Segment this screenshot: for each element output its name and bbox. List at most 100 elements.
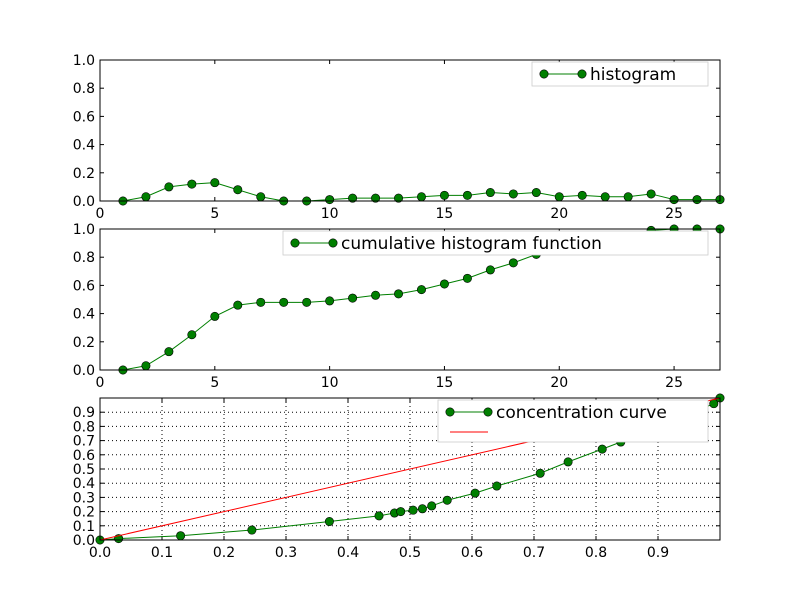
y-tick-label: 0.0: [73, 363, 95, 379]
data-point: [233, 185, 243, 195]
x-tick-label: 20: [550, 375, 568, 391]
legend-marker: [539, 69, 549, 79]
data-point: [187, 330, 197, 340]
data-point: [427, 501, 437, 511]
chart-panel-3: 0.0 0.1 0.2 0.3 0.4 0.5 0.6 0.7 0.8 0.90.00.10.20…: [73, 393, 725, 561]
x-tick-label: 0.9: [647, 545, 669, 561]
y-tick-label: 0.8: [73, 419, 95, 435]
x-tick-label: 0.0: [89, 545, 111, 561]
y-tick-label: 0.5: [73, 462, 95, 478]
data-point: [141, 361, 151, 371]
x-tick-label: 10: [321, 375, 339, 391]
x-tick-label: 0.2: [213, 545, 235, 561]
axes-frame: [99, 59, 721, 202]
y-tick-label: 0.2: [73, 335, 95, 351]
x-tick-label: 0.3: [275, 545, 297, 561]
axes-frame: [99, 228, 721, 371]
data-point: [176, 531, 186, 541]
data-point: [416, 192, 426, 202]
data-point: [554, 192, 564, 202]
y-tick-label: 0.8: [73, 81, 95, 97]
legend-label: cumulative histogram function: [341, 234, 602, 254]
data-point: [485, 265, 495, 275]
data-point: [394, 289, 404, 299]
data-point: [187, 179, 197, 189]
legend: histogram: [531, 61, 709, 87]
chart-panel-2: 0 5 10 15 20 25 0.0 0.2 0.4 0.6 0.8 1.0 cumulative h…: [73, 222, 725, 391]
legend-label: concentration curve: [496, 403, 667, 423]
data-point: [324, 517, 334, 527]
data-point: [233, 300, 243, 310]
x-tick-label: 0.6: [461, 545, 483, 561]
data-point: [416, 285, 426, 295]
data-point: [577, 190, 587, 200]
x-tick-label: 25: [665, 375, 683, 391]
x-tick-label: 0.4: [337, 545, 359, 561]
data-point: [597, 444, 607, 454]
data-point: [348, 293, 358, 303]
data-point: [492, 481, 502, 491]
data-point: [439, 279, 449, 289]
x-tick-label: 25: [665, 206, 683, 222]
y-tick-label: 0.0: [73, 533, 95, 549]
data-point: [600, 192, 610, 202]
x-tick-label: 10: [321, 206, 339, 222]
data-point: [508, 258, 518, 268]
data-point: [669, 195, 679, 205]
axes-frame: [99, 397, 721, 541]
x-tick-label: 15: [436, 206, 454, 222]
data-point: [623, 192, 633, 202]
legend-marker: [445, 407, 455, 417]
y-tick-label: 0.3: [73, 490, 95, 506]
data-point: [439, 190, 449, 200]
data-point: [470, 488, 480, 498]
legend: cumulative histogram function: [282, 230, 709, 256]
x-tick-label: 0.1: [151, 545, 173, 561]
data-point: [442, 495, 452, 505]
data-point: [563, 457, 573, 467]
legend: concentration curve: [437, 399, 709, 443]
y-tick-label: 0.6: [73, 109, 95, 125]
data-point: [408, 505, 418, 515]
data-point: [462, 273, 472, 283]
legend-marker: [483, 407, 493, 417]
legend-marker: [577, 69, 587, 79]
legend-box: [282, 230, 709, 256]
y-tick-label: 0.7: [73, 434, 95, 450]
y-tick-label: 0.6: [73, 448, 95, 464]
y-tick-label: 0.0: [73, 194, 95, 210]
legend-box: [437, 399, 709, 443]
y-tick-label: 0.9: [73, 405, 95, 421]
y-tick-label: 0.4: [73, 476, 95, 492]
data-point: [508, 189, 518, 199]
data-point: [256, 297, 266, 307]
y-tick-label: 0.6: [73, 278, 95, 294]
data-point: [210, 311, 220, 321]
x-tick-label: 20: [550, 206, 568, 222]
data-point: [164, 347, 174, 357]
y-tick-label: 0.4: [73, 138, 95, 154]
x-tick-label: 0.8: [585, 545, 607, 561]
data-point: [256, 192, 266, 202]
data-point: [348, 193, 358, 203]
legend-marker: [328, 238, 338, 248]
x-tick-label: 0: [96, 375, 105, 391]
data-point: [247, 525, 257, 535]
y-tick-label: 1.0: [73, 222, 95, 238]
chart-panel-1: 0 5 10 15 20 25 0.0 0.2 0.4 0.6 0.8 1.0 histogram: [73, 53, 725, 222]
x-tick-label: 15: [436, 375, 454, 391]
legend-marker: [290, 238, 300, 248]
series-group: [118, 178, 725, 206]
data-point: [396, 507, 406, 517]
data-point: [210, 178, 220, 188]
data-point: [531, 188, 541, 198]
data-point: [141, 192, 151, 202]
x-tick-label: 5: [210, 206, 219, 222]
y-tick-label: 0.2: [73, 166, 95, 182]
data-point: [164, 182, 174, 192]
data-point: [374, 511, 384, 521]
data-point: [646, 189, 656, 199]
data-point: [417, 504, 427, 514]
y-tick-label: 0.4: [73, 307, 95, 323]
